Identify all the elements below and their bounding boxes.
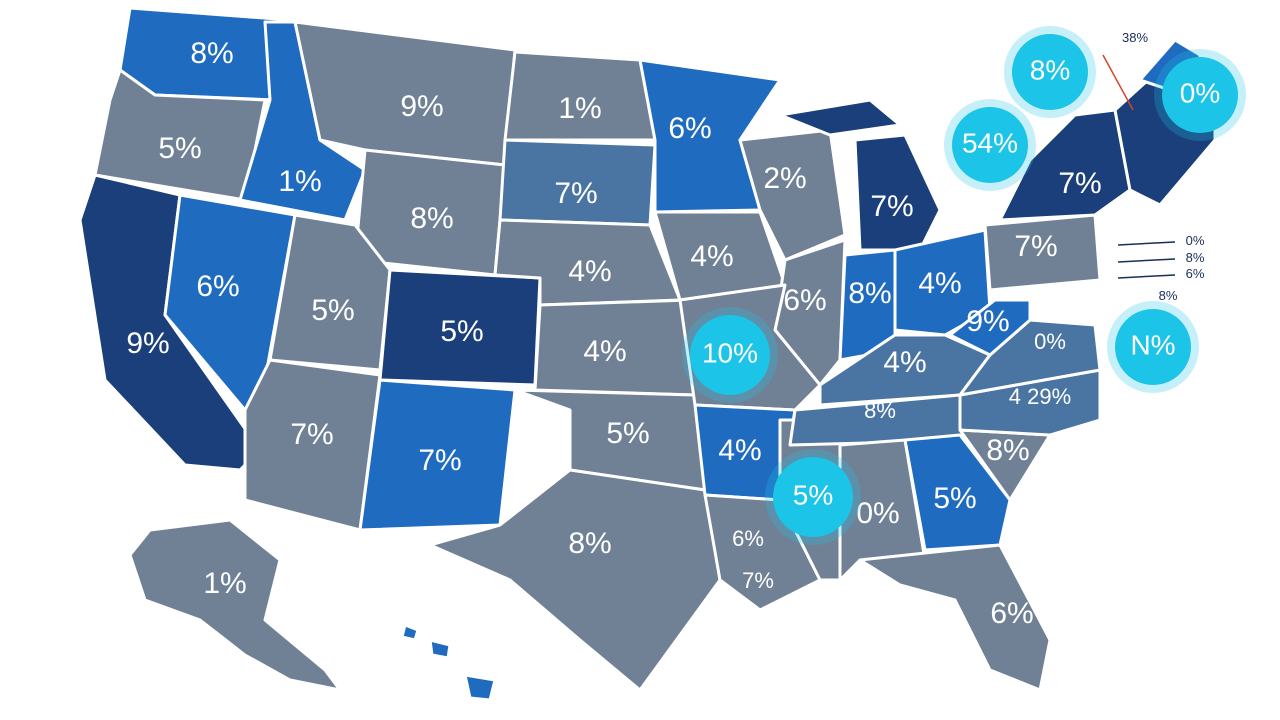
state-label-LA: 7% bbox=[742, 568, 774, 593]
state-label-NV: 6% bbox=[196, 270, 239, 303]
state-label-SC: 8% bbox=[986, 434, 1029, 467]
callouts-layer: 38%0%8%6%8% bbox=[1102, 30, 1205, 303]
state-label-NM: 7% bbox=[418, 444, 461, 477]
highlight-bubble-MO[interactable]: 10% bbox=[682, 307, 778, 403]
state-HI-island-2[interactable] bbox=[428, 638, 452, 660]
state-label-AK: 1% bbox=[203, 567, 246, 600]
callout-label-top: 38% bbox=[1122, 30, 1148, 45]
state-label-ID: 1% bbox=[278, 165, 321, 198]
bubble-circle bbox=[1162, 57, 1238, 133]
bubble-circle bbox=[1115, 309, 1191, 385]
callout-label-c2: 8% bbox=[1186, 250, 1205, 265]
state-label-FL: 6% bbox=[990, 597, 1033, 630]
state-TX[interactable] bbox=[428, 468, 722, 692]
callout-label-c4: 8% bbox=[1159, 288, 1178, 303]
callout-leader-line bbox=[1117, 258, 1176, 263]
state-label-WA: 8% bbox=[190, 37, 233, 70]
state-label-PA: 7% bbox=[1014, 230, 1057, 263]
state-label-MN: 6% bbox=[668, 112, 711, 145]
state-label-GA: 5% bbox=[933, 482, 976, 515]
state-label-NC: 4 29% bbox=[1009, 384, 1071, 409]
state-label-WY: 8% bbox=[410, 202, 453, 235]
state-WI[interactable] bbox=[738, 128, 847, 262]
states-layer bbox=[78, 6, 1217, 702]
highlight-bubble-GL[interactable]: 8% bbox=[1004, 26, 1096, 118]
state-label-AZ: 7% bbox=[290, 418, 333, 451]
state-label-MI: 7% bbox=[870, 190, 913, 223]
bubble-label: 8% bbox=[1030, 54, 1070, 85]
bubble-circle bbox=[952, 107, 1028, 183]
state-label-VA: 0% bbox=[1034, 329, 1066, 354]
state-label-WI: 2% bbox=[763, 162, 806, 195]
highlight-bubble-GL2[interactable]: 54% bbox=[944, 99, 1036, 191]
state-label-CO: 5% bbox=[440, 315, 483, 348]
state-MI-upper[interactable] bbox=[778, 98, 902, 137]
callout-leader-line bbox=[1102, 54, 1134, 111]
bubble-circle bbox=[773, 457, 853, 537]
state-label-MS: 6% bbox=[732, 526, 764, 551]
state-label-NY: 7% bbox=[1058, 167, 1101, 200]
highlight-bubble-MID[interactable]: N% bbox=[1107, 301, 1199, 393]
bubble-label: 5% bbox=[793, 479, 833, 510]
state-label-OR: 5% bbox=[158, 132, 201, 165]
state-label-NE: 4% bbox=[568, 255, 611, 288]
state-labels-layer: 8% 5% 9% 1% 6% 9% 8% 5% 7% 5% 7% 1% 7% 4% 4% 5% 8% 6% 4% 4%… bbox=[126, 37, 1101, 630]
bubbles-layer: 10% 5% 8% 54% 0% N% bbox=[682, 26, 1246, 545]
highlight-bubble-MS-bubble[interactable]: 5% bbox=[765, 449, 861, 545]
bubble-circle bbox=[690, 315, 770, 395]
state-label-CA: 9% bbox=[126, 327, 169, 360]
state-FL[interactable] bbox=[858, 543, 1052, 692]
bubble-label: 0% bbox=[1180, 77, 1220, 108]
state-label-ND: 1% bbox=[558, 92, 601, 125]
callout-leader-line bbox=[1117, 274, 1176, 279]
callout-leader-line bbox=[1117, 241, 1176, 246]
state-VA[interactable] bbox=[958, 318, 1102, 397]
state-AK[interactable] bbox=[128, 518, 342, 692]
state-HI-island-3[interactable] bbox=[400, 623, 420, 642]
state-label-TN: 8% bbox=[864, 398, 896, 423]
state-label-KS: 4% bbox=[583, 335, 626, 368]
state-GA[interactable] bbox=[903, 433, 1012, 552]
state-label-AL: 0% bbox=[856, 497, 899, 530]
state-HI-island-1[interactable] bbox=[463, 673, 497, 702]
state-label-WV: 9% bbox=[966, 305, 1009, 338]
state-label-SD: 7% bbox=[554, 177, 597, 210]
callout-label-c3: 6% bbox=[1186, 266, 1205, 281]
state-label-UT: 5% bbox=[311, 294, 354, 327]
state-label-OH: 4% bbox=[918, 267, 961, 300]
state-label-TX: 8% bbox=[568, 527, 611, 560]
state-label-IL: 6% bbox=[783, 284, 826, 317]
bubble-label: 54% bbox=[962, 127, 1018, 158]
state-WV[interactable] bbox=[948, 298, 1032, 357]
state-AZ[interactable] bbox=[243, 358, 382, 532]
bubble-circle bbox=[1012, 34, 1088, 110]
state-MI[interactable] bbox=[853, 133, 942, 252]
state-label-AR: 4% bbox=[718, 434, 761, 467]
state-label-MT: 9% bbox=[400, 90, 443, 123]
highlight-bubble-NE-bubble[interactable]: 0% bbox=[1154, 49, 1246, 141]
bubble-label: 10% bbox=[702, 337, 758, 368]
state-label-OK: 5% bbox=[606, 417, 649, 450]
bubble-label: N% bbox=[1130, 329, 1175, 360]
callout-label-c1: 0% bbox=[1186, 233, 1205, 248]
state-label-IN: 8% bbox=[848, 277, 891, 310]
state-label-IA: 4% bbox=[690, 240, 733, 273]
state-label-KY: 4% bbox=[883, 346, 926, 379]
